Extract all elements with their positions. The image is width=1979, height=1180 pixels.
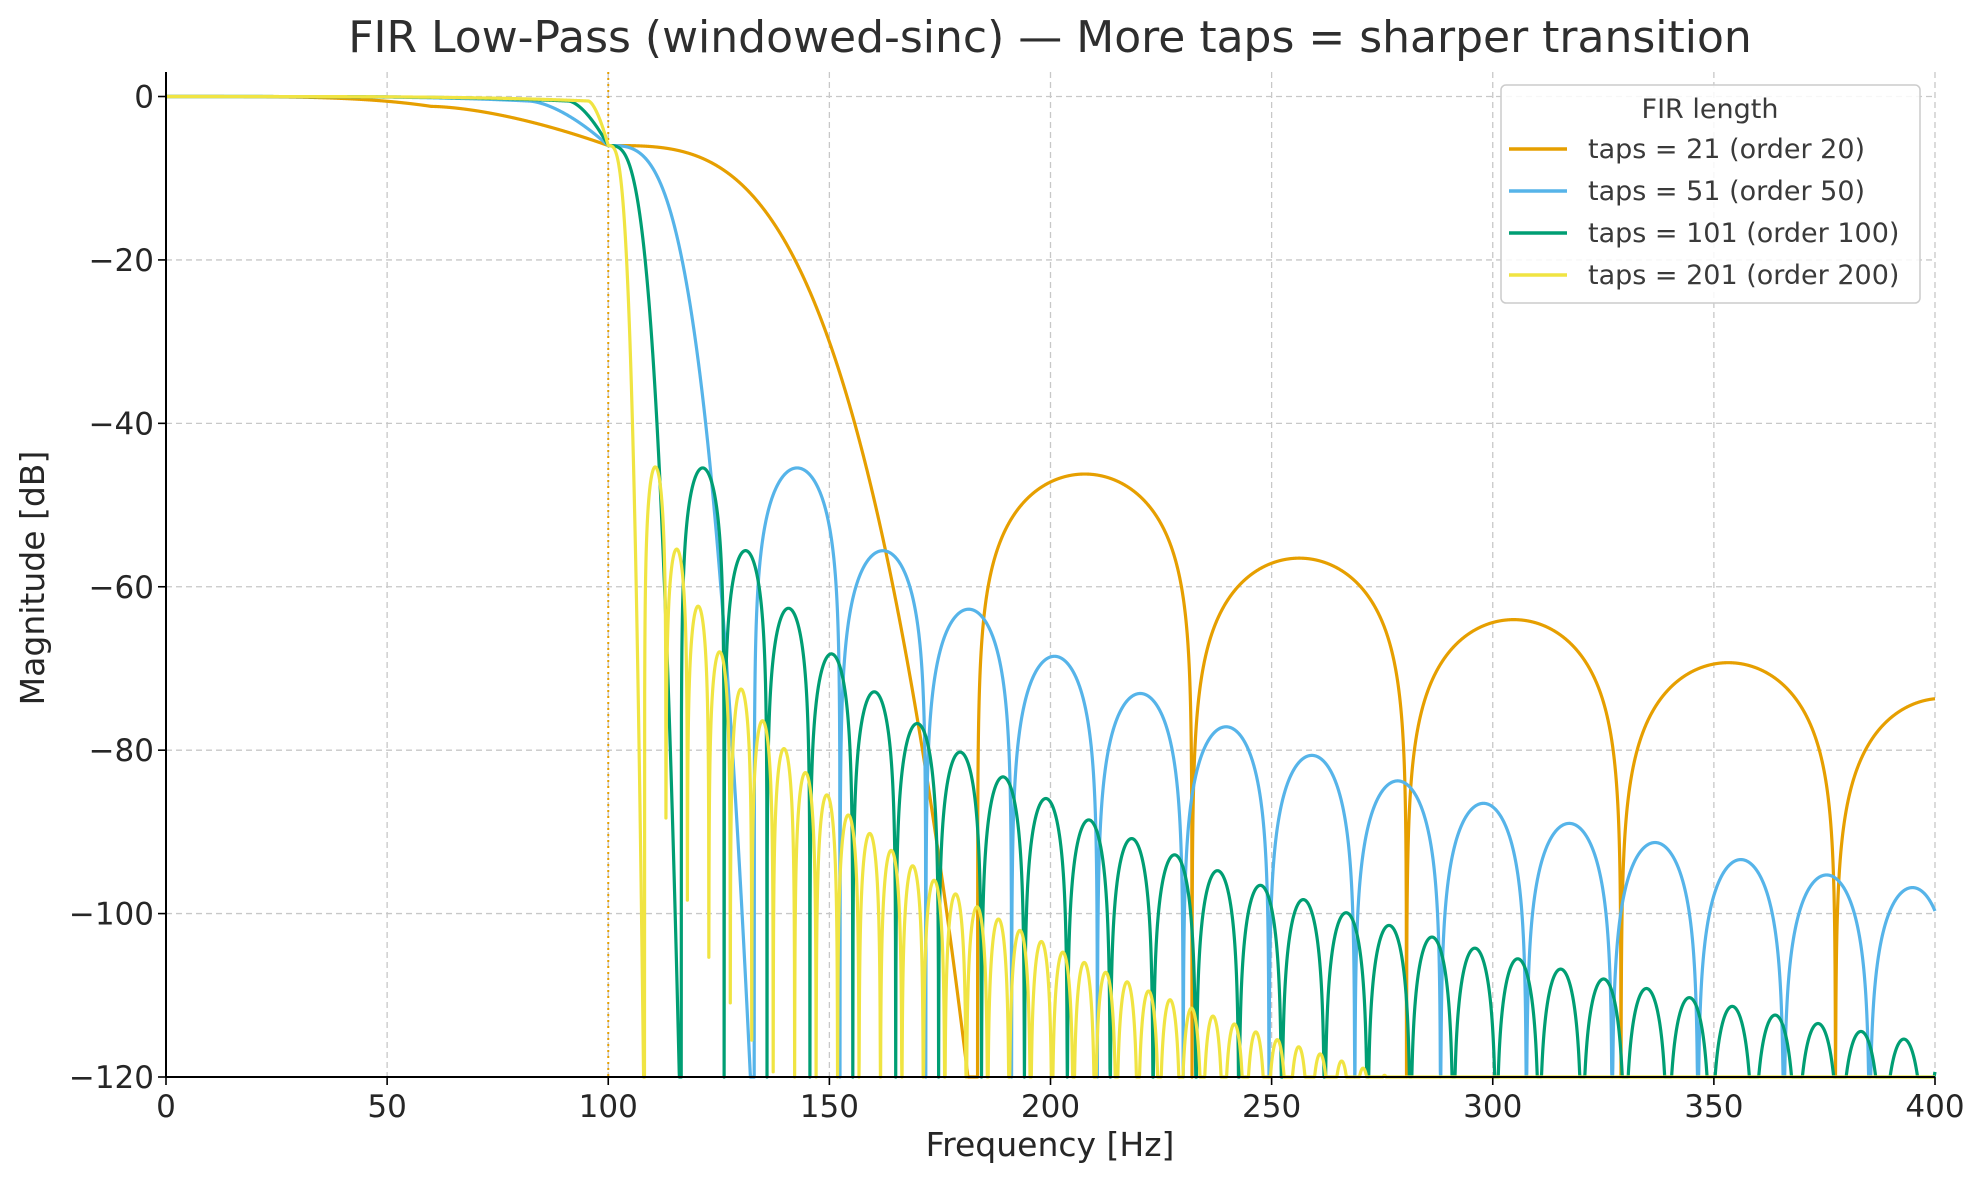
legend-box	[1500, 84, 1921, 304]
series-line-1	[164, 94, 1937, 1079]
legend-label-3: taps = 101 (order 100)	[1588, 218, 1899, 249]
legend-items: taps = 21 (order 20) taps = 51 (order 50)…	[1509, 134, 1899, 291]
y-tick-label: −120	[69, 1060, 154, 1096]
tick-labels: 0 50 100 150 200 250 300 350 400 0 −20 −40 −60 −80 −10…	[69, 80, 1965, 1125]
x-tick-label: 150	[800, 1089, 859, 1125]
x-tick-label: 200	[1021, 1089, 1080, 1125]
legend-label-1: taps = 21 (order 20)	[1588, 134, 1865, 165]
x-axis-label: Frequency [Hz]	[926, 1125, 1175, 1164]
chart-title: FIR Low-Pass (windowed-sinc) — More taps…	[348, 12, 1752, 63]
x-tick-label: 300	[1463, 1089, 1522, 1125]
y-tick-label: 0	[134, 80, 154, 116]
y-tick-label: −60	[89, 570, 154, 606]
x-tick-label: 400	[1905, 1089, 1964, 1125]
x-tick-label: 0	[156, 1089, 176, 1125]
y-tick-label: −80	[89, 733, 154, 769]
y-tick-label: −20	[89, 243, 154, 279]
legend-title: FIR length	[1642, 94, 1779, 125]
y-axis-label: Magnitude [dB]	[13, 451, 52, 706]
x-tick-label: 50	[367, 1089, 406, 1125]
legend-label-4: taps = 201 (order 200)	[1588, 260, 1899, 291]
y-tick-label: −100	[69, 897, 154, 933]
legend-label-2: taps = 51 (order 50)	[1588, 176, 1865, 207]
legend: FIR length taps = 21 (order 20) taps = 51…	[1500, 84, 1921, 304]
y-tick-label: −40	[89, 406, 154, 442]
x-tick-label: 100	[579, 1089, 638, 1125]
x-tick-label: 250	[1242, 1089, 1301, 1125]
x-tick-label: 350	[1684, 1089, 1743, 1125]
